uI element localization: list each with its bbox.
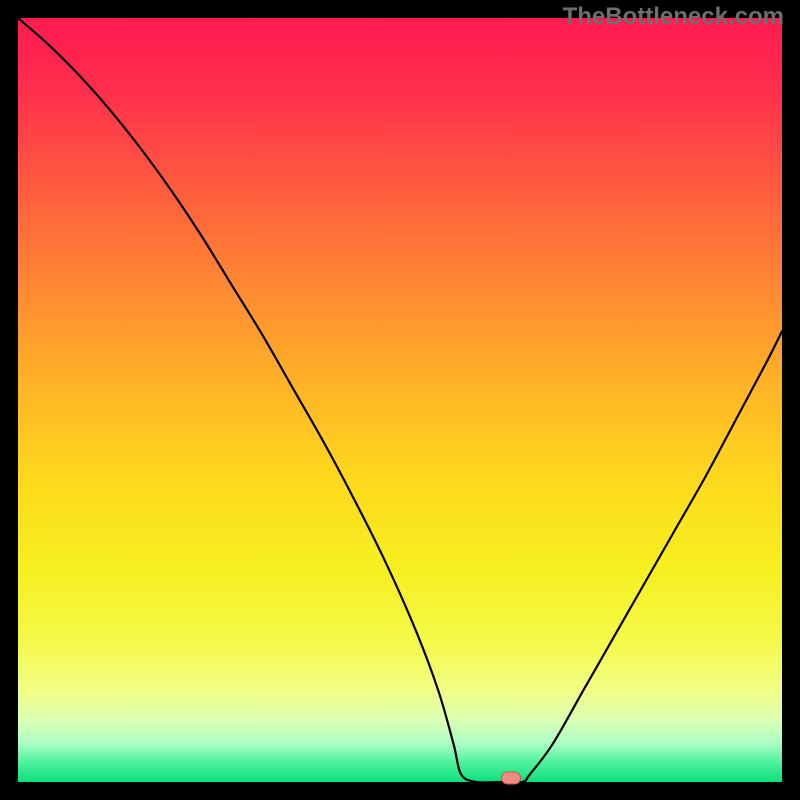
optimal-point-marker	[501, 772, 521, 785]
watermark-label: TheBottleneck.com	[563, 3, 784, 31]
bottleneck-curve-chart	[18, 18, 782, 782]
gradient-background	[18, 18, 782, 782]
